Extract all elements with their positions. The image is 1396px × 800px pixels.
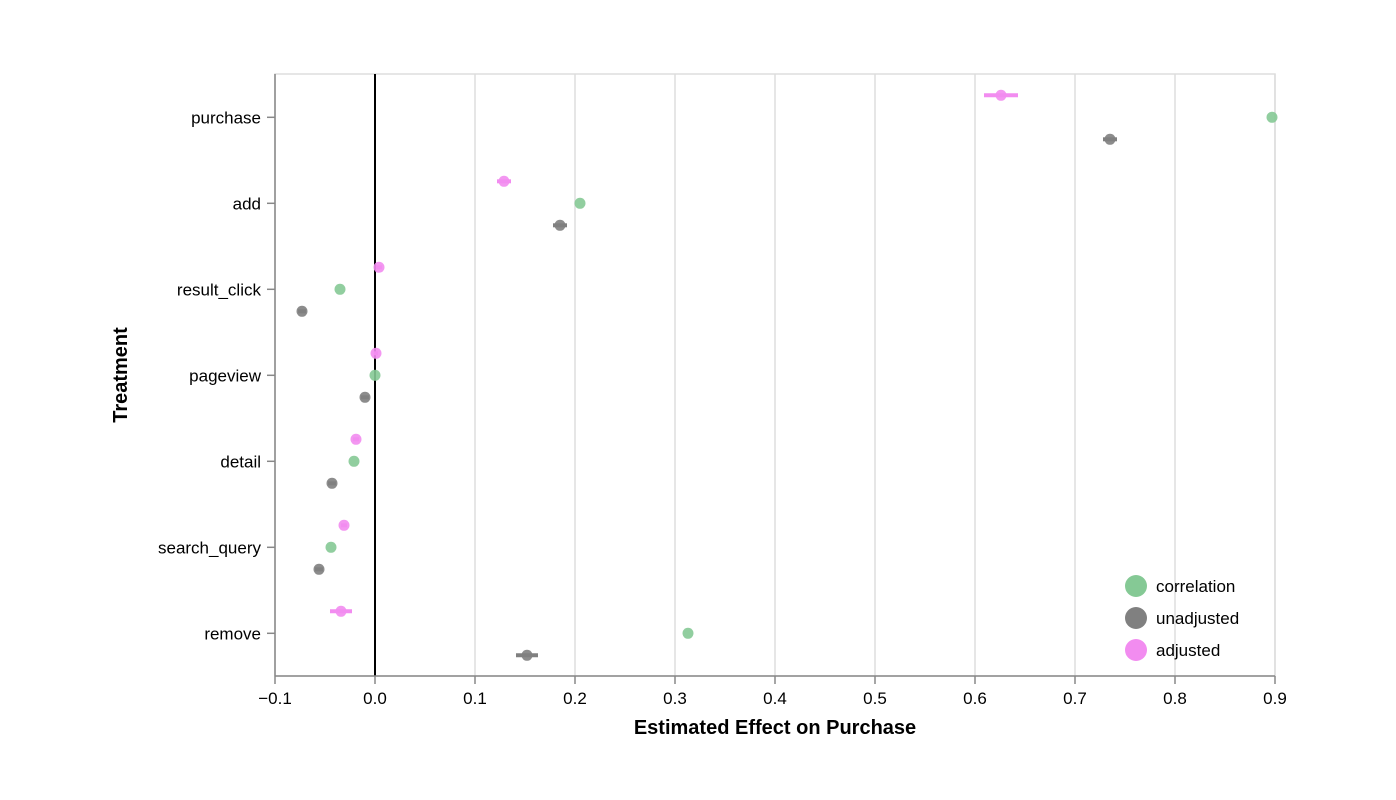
point-correlation xyxy=(334,283,346,295)
y-tick-label: purchase xyxy=(191,108,261,127)
y-tick-label: pageview xyxy=(189,366,262,385)
x-axis: −0.1 0.0 0.1 0.2 0.3 0.4 0.5 0.6 0.7 0.8 0.9 xyxy=(258,675,1287,708)
y-tick-label: remove xyxy=(204,624,261,643)
point-correlation xyxy=(369,369,381,381)
point-correlation xyxy=(574,197,586,209)
point-correlation xyxy=(1266,111,1278,123)
legend-label-adjusted: adjusted xyxy=(1156,641,1220,660)
y-tick-label: result_click xyxy=(177,280,262,299)
y-axis: purchase add result_click pageview detail sea… xyxy=(158,74,276,676)
x-tick-label: 0.8 xyxy=(1163,689,1187,708)
point-unadjusted xyxy=(1104,133,1116,145)
point-adjusted xyxy=(335,605,347,617)
legend-swatch-correlation xyxy=(1125,575,1147,597)
point-adjusted xyxy=(370,347,382,359)
point-unadjusted xyxy=(326,477,338,489)
x-tick-label: 0.7 xyxy=(1063,689,1087,708)
x-tick-label: 0.6 xyxy=(963,689,987,708)
point-correlation xyxy=(348,455,360,467)
x-tick-label: 0.5 xyxy=(863,689,887,708)
x-tick-label: 0.2 xyxy=(563,689,587,708)
y-tick-label: search_query xyxy=(158,538,262,557)
legend-swatch-unadjusted xyxy=(1125,607,1147,629)
x-tick-label: −0.1 xyxy=(258,689,292,708)
point-unadjusted xyxy=(359,391,371,403)
legend-swatch-adjusted xyxy=(1125,639,1147,661)
x-axis-title: Estimated Effect on Purchase xyxy=(634,717,916,739)
point-unadjusted xyxy=(554,219,566,231)
point-unadjusted xyxy=(521,649,533,661)
legend: correlation unadjusted adjusted xyxy=(1125,575,1239,661)
data-marks xyxy=(296,89,1278,661)
legend-label-correlation: correlation xyxy=(1156,577,1235,596)
point-adjusted xyxy=(498,175,510,187)
point-correlation xyxy=(325,541,337,553)
legend-label-unadjusted: unadjusted xyxy=(1156,609,1239,628)
x-tick-label: 0.4 xyxy=(763,689,787,708)
x-tick-label: 0.3 xyxy=(663,689,687,708)
point-adjusted xyxy=(350,433,362,445)
grid-lines xyxy=(274,74,1276,676)
y-tick-label: add xyxy=(233,194,261,213)
y-tick-label: detail xyxy=(220,452,261,471)
point-adjusted xyxy=(373,261,385,273)
x-tick-label: 0.1 xyxy=(463,689,487,708)
point-unadjusted xyxy=(296,305,308,317)
x-tick-label: 0.9 xyxy=(1263,689,1287,708)
x-tick-label: 0.0 xyxy=(363,689,387,708)
point-correlation xyxy=(682,627,694,639)
point-unadjusted xyxy=(313,563,325,575)
point-adjusted xyxy=(995,89,1007,101)
point-adjusted xyxy=(338,519,350,531)
y-axis-title: Treatment xyxy=(110,327,132,423)
